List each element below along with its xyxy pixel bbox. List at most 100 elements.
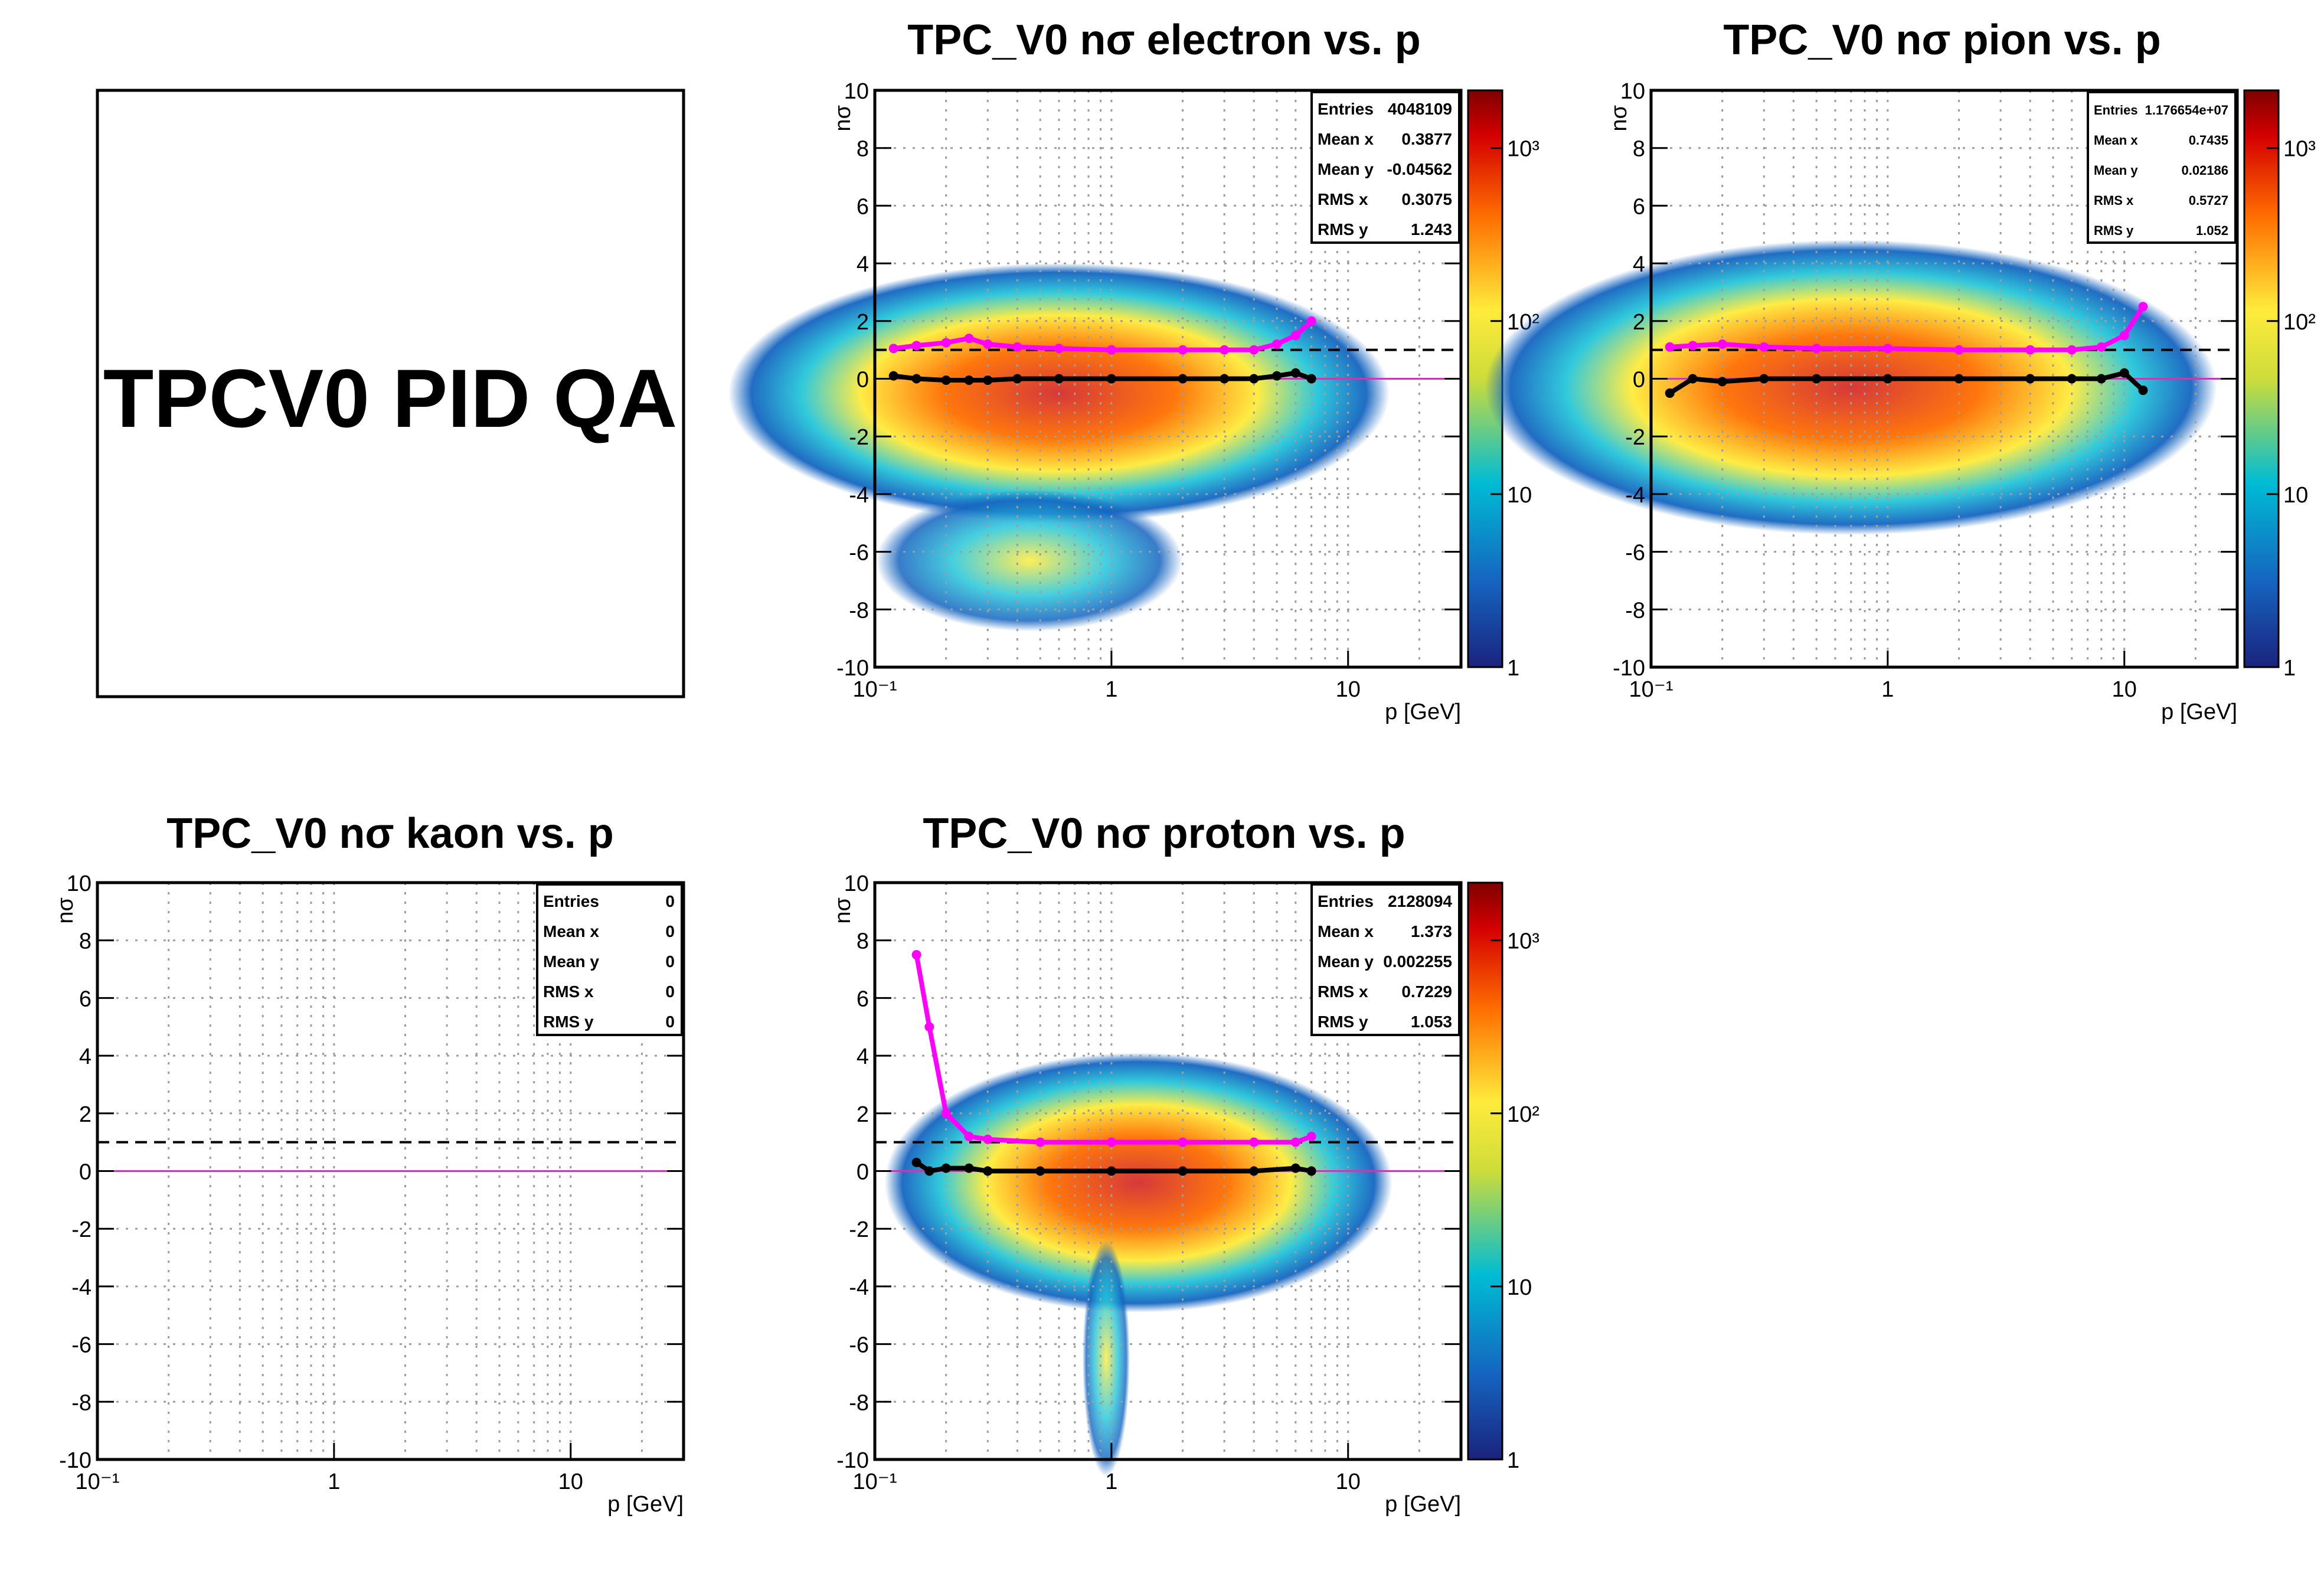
y-tick-label: 8 xyxy=(79,929,91,954)
stats-label: Entries xyxy=(543,892,599,910)
x-tick-label: 10⁻¹ xyxy=(1629,677,1673,702)
data-point xyxy=(1106,1166,1116,1176)
y-tick-label: 6 xyxy=(1633,194,1645,219)
stats-label: RMS y xyxy=(2094,223,2134,238)
colorbar-label: 1 xyxy=(2283,656,2296,681)
y-tick-label: 4 xyxy=(79,1044,91,1069)
y-tick-label: 0 xyxy=(857,1160,869,1185)
stats-value: 2128094 xyxy=(1388,892,1452,910)
y-tick-label: 10 xyxy=(844,79,869,104)
stats-box xyxy=(1310,883,1460,1036)
data-point xyxy=(1249,1137,1259,1147)
y-tick-label: -8 xyxy=(71,1390,91,1415)
y-tick-label: -4 xyxy=(849,483,869,508)
colorbar-label: 1 xyxy=(1507,1448,1519,1473)
data-point xyxy=(1012,342,1022,352)
data-point xyxy=(1306,1166,1316,1176)
data-point xyxy=(983,339,993,349)
y-tick-label: 6 xyxy=(79,987,91,1011)
stats-label: Mean x xyxy=(2094,133,2138,148)
x-axis-label: p [GeV] xyxy=(2161,700,2237,724)
y-tick-label: -10 xyxy=(1613,656,1645,681)
data-point xyxy=(2025,345,2035,355)
data-point xyxy=(1306,1131,1316,1141)
y-tick-label: -6 xyxy=(71,1333,91,1358)
stats-value: 0.5727 xyxy=(2189,193,2228,208)
data-point xyxy=(1178,1166,1188,1176)
stats-value: 1.053 xyxy=(1411,1013,1452,1031)
colorbar-label: 10 xyxy=(1507,1275,1532,1300)
y-axis-label: nσ xyxy=(831,105,855,132)
data-point xyxy=(911,341,921,351)
data-point xyxy=(2067,345,2077,355)
x-tick-label: 1 xyxy=(1105,1469,1117,1494)
data-point xyxy=(1054,344,1064,354)
stats-label: RMS y xyxy=(1318,1013,1368,1031)
y-tick-label: 8 xyxy=(1633,137,1645,162)
data-point xyxy=(1290,331,1300,341)
data-point xyxy=(888,344,898,354)
data-point xyxy=(1178,374,1188,384)
data-point xyxy=(1717,339,1727,349)
data-point xyxy=(983,375,993,385)
stats-value: 1.052 xyxy=(2196,223,2228,238)
stats-label: Mean y xyxy=(543,952,599,971)
data-point xyxy=(924,1166,934,1176)
stats-label: Mean y xyxy=(1318,160,1374,178)
y-tick-label: 6 xyxy=(857,194,869,219)
density-core xyxy=(884,1053,1393,1313)
y-tick-label: -6 xyxy=(849,541,869,566)
colorbar-label: 10² xyxy=(2283,310,2316,335)
data-point xyxy=(2025,374,2035,384)
data-point xyxy=(1954,345,1964,355)
data-point xyxy=(2067,374,2077,384)
data-point xyxy=(964,1163,974,1173)
data-point xyxy=(1012,374,1022,384)
data-point xyxy=(924,1022,934,1032)
data-point xyxy=(983,1134,993,1144)
data-point xyxy=(941,338,951,348)
stats-label: Entries xyxy=(2094,103,2138,117)
y-tick-label: -10 xyxy=(836,656,869,681)
data-point xyxy=(1665,342,1675,352)
y-tick-label: 4 xyxy=(1633,252,1645,277)
stats-value: 0.02186 xyxy=(2181,163,2228,178)
data-point xyxy=(2119,368,2129,378)
x-axis-label: p [GeV] xyxy=(1385,700,1461,724)
x-axis-label: p [GeV] xyxy=(1385,1492,1461,1517)
data-point xyxy=(1882,374,1892,384)
data-point xyxy=(1812,344,1822,354)
panel-title: TPC_V0 nσ proton vs. p xyxy=(923,810,1405,857)
data-point xyxy=(1106,374,1116,384)
panel-pion: TPC_V0 nσ pion vs. p-10-8-6-4-2024681010… xyxy=(1485,17,2316,724)
data-point xyxy=(1290,1163,1300,1173)
stats-box xyxy=(2087,91,2237,244)
colorbar-label: 1 xyxy=(1507,656,1519,681)
panel-kaon: TPC_V0 nσ kaon vs. p-10-8-6-4-2024681010… xyxy=(53,810,685,1517)
data-point xyxy=(1249,374,1259,384)
data-point xyxy=(2138,302,2148,312)
stats-label: Mean y xyxy=(2094,163,2138,178)
y-tick-label: -2 xyxy=(849,425,869,450)
stats-value: 1.243 xyxy=(1411,220,1452,239)
y-tick-label: -8 xyxy=(1625,598,1645,623)
y-tick-label: 0 xyxy=(79,1160,91,1185)
stats-label: RMS y xyxy=(1318,220,1368,239)
y-tick-label: 2 xyxy=(1633,310,1645,335)
y-tick-label: 2 xyxy=(79,1102,91,1127)
y-tick-label: -4 xyxy=(71,1275,91,1300)
data-point xyxy=(1054,374,1064,384)
stats-value: 0.7229 xyxy=(1401,982,1452,1001)
x-tick-label: 1 xyxy=(1105,677,1117,702)
data-point xyxy=(941,1163,951,1173)
y-tick-label: -2 xyxy=(71,1217,91,1242)
y-axis-label: nσ xyxy=(53,897,78,924)
y-axis-label: nσ xyxy=(831,897,855,924)
y-tick-label: 10 xyxy=(844,871,869,896)
y-tick-label: 2 xyxy=(857,1102,869,1127)
stats-value: 0 xyxy=(665,982,675,1001)
data-point xyxy=(1759,342,1769,352)
data-point xyxy=(1882,344,1892,354)
colorbar-label: 10³ xyxy=(1507,137,1539,162)
data-point xyxy=(2119,331,2129,341)
